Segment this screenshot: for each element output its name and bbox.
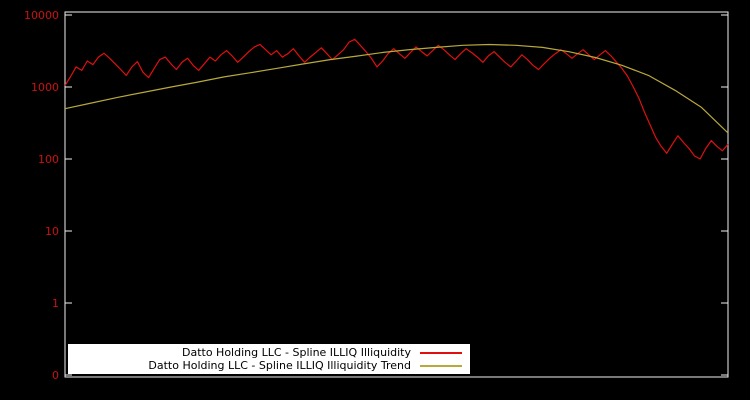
y-tick-label: 100 [38, 153, 59, 166]
illiquidity-line [64, 38, 729, 160]
y-tick-label: 10000 [24, 9, 59, 22]
legend: Datto Holding LLC - Spline ILLIQ Illiqui… [68, 344, 470, 374]
legend-item-illiquidity: Datto Holding LLC - Spline ILLIQ Illiqui… [74, 346, 464, 359]
y-tick-label: 10 [45, 225, 59, 238]
y-tick-label: 0 [52, 369, 59, 382]
legend-line-sample-red [420, 351, 462, 354]
chart-frame [64, 11, 729, 378]
y-tick-label: 1000 [31, 81, 59, 94]
illiquidity-trend-line [64, 43, 729, 134]
legend-label-trend: Datto Holding LLC - Spline ILLIQ Illiqui… [148, 359, 411, 372]
legend-label-illiquidity: Datto Holding LLC - Spline ILLIQ Illiqui… [181, 346, 411, 359]
legend-line-sample-yellow [420, 364, 462, 367]
legend-item-trend: Datto Holding LLC - Spline ILLIQ Illiqui… [74, 359, 464, 372]
y-tick-label: 1 [52, 297, 59, 310]
